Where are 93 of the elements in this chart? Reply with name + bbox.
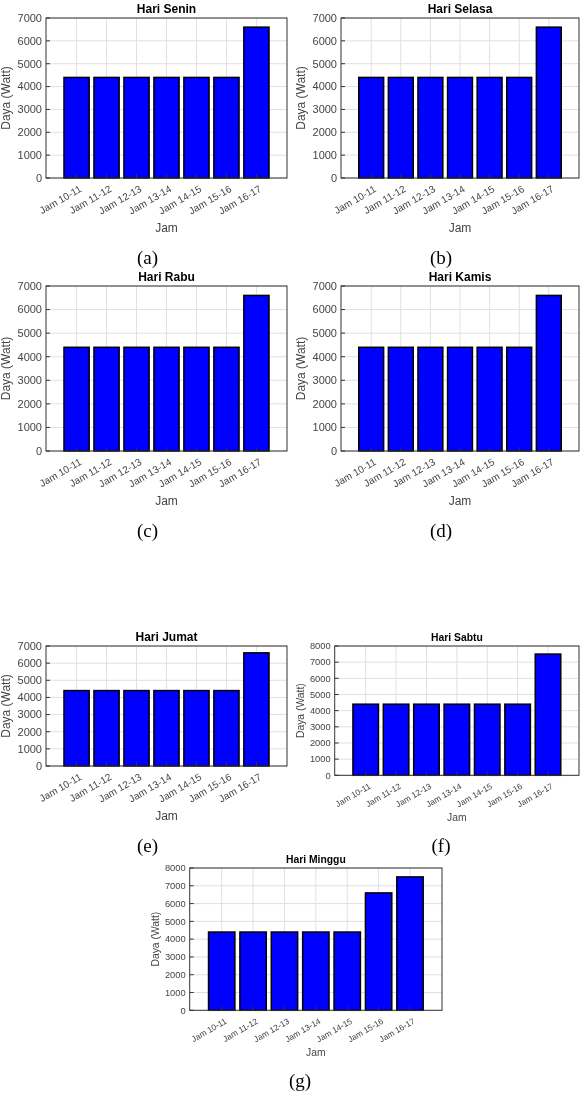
text: (e) (136, 835, 159, 857)
y-tick-label: 5000 (164, 916, 186, 927)
bar (270, 931, 299, 1012)
y-axis-title: Daya (Watt) (294, 336, 308, 401)
y-tick-label: 1000 (312, 148, 337, 161)
x-axis-title: Jam (155, 494, 178, 508)
bar (364, 892, 393, 1012)
y-tick-label: 3000 (17, 374, 42, 387)
chart-title: Hari Rabu (138, 270, 195, 284)
x-axis-title: Jam (155, 221, 178, 235)
chart-title: Hari Sabtu (430, 632, 483, 643)
y-tick-label: 5000 (312, 326, 337, 339)
x-axis-title: Jam (448, 494, 472, 508)
y-tick-label: 4000 (312, 350, 337, 363)
y-tick-label: 3000 (312, 103, 337, 116)
chart-title: Hari Selasa (427, 2, 493, 16)
y-tick-label: 5000 (312, 57, 337, 70)
y-tick-label: 0 (35, 444, 42, 457)
text: (c) (136, 520, 159, 542)
y-tick-label: 2000 (17, 725, 42, 738)
y-tick-label: 5000 (17, 326, 42, 339)
text: (f) (431, 835, 451, 857)
y-tick-label: 7000 (17, 11, 42, 24)
y-tick-label: 1000 (309, 754, 331, 765)
y-axis-title: Daya (Watt) (294, 66, 308, 130)
y-tick-label: 7000 (17, 639, 42, 652)
x-axis-title: Jam (306, 1047, 326, 1059)
y-tick-label: 4000 (312, 80, 337, 93)
y-tick-label: 2000 (312, 126, 337, 139)
y-tick-label: 2000 (17, 126, 42, 139)
y-tick-label: 1000 (17, 421, 42, 434)
y-tick-label: 0 (180, 1005, 186, 1016)
y-tick-label: 2000 (309, 738, 331, 749)
y-tick-label: 4000 (17, 350, 42, 363)
y-tick-label: 0 (330, 444, 337, 457)
y-tick-label: 1000 (312, 421, 337, 434)
bar (239, 931, 268, 1012)
y-axis-title: Daya (Watt) (294, 683, 306, 739)
chart-title: Hari Minggu (285, 854, 346, 865)
y-tick-label: 0 (35, 759, 42, 772)
y-tick-label: 1000 (17, 742, 42, 755)
y-tick-label: 6000 (309, 673, 331, 684)
y-tick-label: 7000 (312, 11, 337, 24)
x-axis-title: Jam (447, 812, 467, 824)
y-tick-label: 6000 (312, 303, 337, 316)
y-tick-label: 1000 (164, 987, 186, 998)
y-axis-title: Daya (Watt) (149, 911, 161, 967)
y-tick-label: 6000 (17, 34, 42, 47)
text: (a) (136, 247, 159, 269)
y-tick-label: 1000 (17, 148, 42, 161)
y-tick-label: 2000 (17, 397, 42, 410)
y-tick-label: 8000 (309, 641, 331, 652)
y-tick-label: 2000 (164, 970, 186, 980)
y-axis-title: Daya (Watt) (0, 66, 13, 130)
y-axis-title: Daya (Watt) (0, 336, 13, 401)
y-tick-label: 4000 (309, 705, 331, 716)
chart-title: Hari Kamis (428, 270, 492, 284)
y-tick-label: 3000 (17, 708, 42, 721)
y-tick-label: 6000 (164, 898, 186, 909)
bar (396, 876, 424, 1012)
y-tick-label: 4000 (17, 691, 42, 704)
y-tick-label: 8000 (164, 863, 186, 874)
y-tick-label: 6000 (17, 656, 42, 669)
y-tick-label: 4000 (164, 934, 186, 945)
chart-title: Hari Jumat (135, 630, 198, 644)
y-tick-label: 7000 (164, 881, 186, 892)
y-axis-title: Daya (Watt) (0, 674, 13, 738)
y-tick-label: 0 (330, 171, 337, 184)
y-tick-label: 3000 (312, 374, 337, 387)
bar (207, 931, 236, 1012)
text: (d) (429, 520, 453, 542)
y-tick-label: 3000 (164, 952, 186, 963)
bar (333, 931, 362, 1012)
y-tick-label: 5000 (309, 689, 331, 700)
text: (g) (288, 1070, 312, 1092)
y-tick-label: 6000 (17, 303, 42, 316)
y-tick-label: 7000 (17, 279, 42, 292)
y-tick-label: 0 (35, 171, 42, 184)
y-tick-label: 3000 (17, 103, 42, 116)
y-tick-label: 6000 (312, 34, 337, 47)
y-tick-label: 4000 (17, 80, 42, 93)
x-axis-title: Jam (448, 221, 472, 235)
bar (301, 931, 330, 1012)
y-tick-label: 5000 (17, 674, 42, 687)
y-tick-label: 2000 (312, 397, 337, 410)
y-tick-label: 7000 (312, 279, 337, 292)
y-tick-label: 0 (325, 770, 331, 781)
x-axis-title: Jam (155, 809, 178, 823)
text: (b) (429, 247, 453, 269)
chart-title: Hari Senin (136, 2, 197, 16)
y-tick-label: 3000 (309, 722, 331, 733)
y-tick-label: 5000 (17, 57, 42, 70)
y-tick-label: 7000 (309, 657, 331, 668)
